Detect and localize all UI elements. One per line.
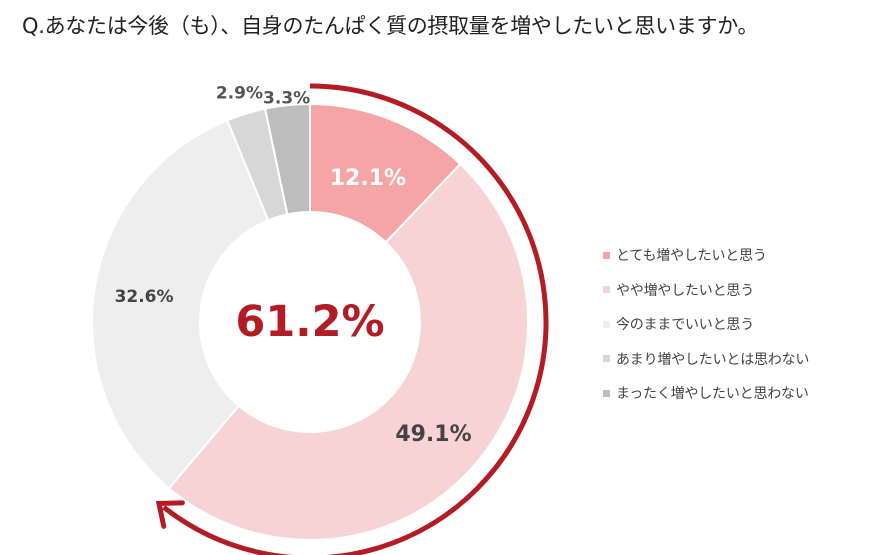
value-label-1: 12.1% (330, 166, 406, 191)
legend-item: まったく増やしたいと思わない (603, 376, 809, 411)
center-percentage: 61.2% (235, 297, 384, 347)
legend-swatch (603, 286, 610, 294)
arrowhead (155, 500, 185, 529)
legend-swatch (603, 251, 610, 259)
value-label-2: 49.1% (395, 422, 471, 447)
value-label-4: 2.9% (216, 84, 263, 104)
legend-swatch (603, 355, 610, 363)
slice-2 (167, 162, 529, 541)
value-labels: 12.1% 49.1% 32.6% 2.9% 3.3% (115, 84, 472, 447)
legend: とても増やしたいと思う やや増やしたいと思う 今のままでいいと思う あまり増やし… (603, 238, 809, 411)
legend-label: とても増やしたいと思う (616, 248, 767, 265)
legend-label: あまり増やしたいとは思わない (616, 351, 810, 368)
legend-label: やや増やしたいと思う (616, 282, 754, 299)
legend-label: 今のままでいいと思う (616, 317, 754, 334)
legend-swatch (603, 389, 610, 397)
legend-swatch (603, 320, 610, 328)
legend-item: あまり増やしたいとは思わない (603, 342, 809, 377)
slice-3 (91, 119, 270, 490)
value-label-5: 3.3% (263, 88, 310, 108)
value-label-3: 32.6% (115, 287, 174, 307)
legend-item: やや増やしたいと思う (603, 273, 809, 308)
legend-label: まったく増やしたいと思わない (616, 386, 809, 403)
highlight-arc (162, 83, 549, 555)
highlight-arrow (155, 83, 549, 555)
legend-item: とても増やしたいと思う (603, 238, 809, 273)
slice-5 (263, 102, 311, 216)
question-title: Q.あなたは今後（も）、自身のたんぱく質の摂取量を増やしたいと思いますか。 (22, 14, 759, 38)
legend-item: 今のままでいいと思う (603, 307, 809, 342)
donut-slices (91, 102, 529, 541)
